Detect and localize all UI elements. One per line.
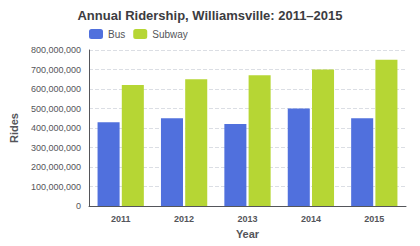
svg-text:Subway: Subway (152, 29, 188, 40)
svg-text:Rides: Rides (8, 113, 20, 143)
svg-text:2011: 2011 (111, 214, 131, 224)
svg-text:400,000,000: 400,000,000 (31, 123, 81, 133)
svg-text:200,000,000: 200,000,000 (31, 162, 81, 172)
svg-text:2014: 2014 (301, 214, 321, 224)
svg-text:700,000,000: 700,000,000 (31, 65, 81, 75)
svg-text:2013: 2013 (237, 214, 257, 224)
svg-text:Year: Year (236, 228, 260, 240)
svg-text:100,000,000: 100,000,000 (31, 182, 81, 192)
svg-text:Annual Ridership, Williamsvill: Annual Ridership, Williamsville: 2011–20… (77, 8, 342, 23)
svg-text:300,000,000: 300,000,000 (31, 143, 81, 153)
svg-text:800,000,000: 800,000,000 (31, 45, 81, 55)
svg-text:Bus: Bus (108, 29, 125, 40)
svg-text:600,000,000: 600,000,000 (31, 84, 81, 94)
svg-text:2012: 2012 (174, 214, 194, 224)
svg-text:500,000,000: 500,000,000 (31, 104, 81, 114)
svg-text:0: 0 (76, 201, 81, 211)
svg-text:2015: 2015 (364, 214, 384, 224)
